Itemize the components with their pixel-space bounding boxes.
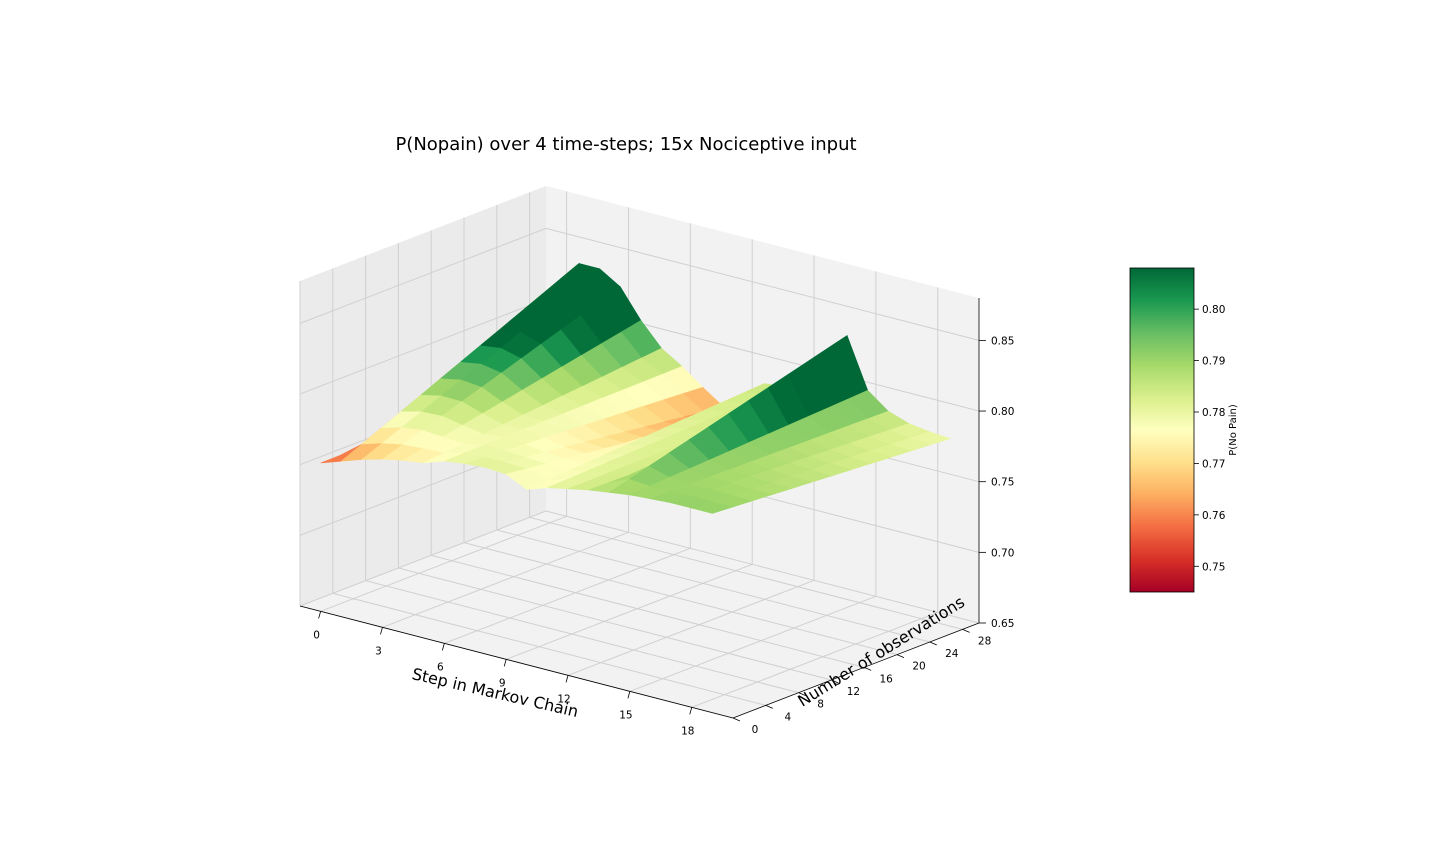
colorbar-tick-label: 0.78	[1202, 407, 1225, 419]
y-tick	[831, 679, 839, 684]
colorbar-label: P(No Pain)	[1228, 404, 1239, 456]
y-tick-label: 0	[752, 724, 759, 736]
y-tick-label: 28	[978, 635, 991, 647]
x-axis-label: Step in Markov Chain	[410, 664, 580, 721]
y-tick	[732, 717, 741, 722]
grid-z-left	[299, 510, 547, 607]
grid-x-floor	[691, 611, 938, 708]
chart-title: P(Nopain) over 4 time-steps; 15x Nocicep…	[395, 134, 856, 155]
colorbar-tick-label: 0.80	[1202, 304, 1225, 316]
grid-x-floor	[567, 579, 815, 676]
y-axis-spine	[732, 622, 980, 719]
grid-x-floor	[506, 563, 753, 660]
x-tick	[318, 611, 322, 619]
surface-patch	[690, 501, 734, 514]
x-axis-spine	[299, 605, 734, 719]
x-tick	[627, 691, 631, 699]
y-tick	[962, 628, 970, 633]
x-tick	[565, 675, 569, 683]
x-tick-label: 18	[681, 725, 694, 737]
grid-x-floor	[320, 515, 567, 612]
colorbar-ticks: 0.75 0.76 0.77 0.78 0.79 0.80	[1194, 304, 1226, 573]
y-tick-label: 4	[784, 711, 791, 723]
z-tick-label: 0.80	[991, 406, 1014, 418]
z-tick-label: 0.65	[991, 618, 1014, 630]
y-tick	[929, 641, 937, 646]
z-tick-label: 0.70	[991, 547, 1014, 559]
x-tick-label: 9	[499, 677, 506, 689]
colorbar	[1129, 267, 1195, 593]
x-tick-label: 15	[619, 709, 632, 721]
x-tick	[380, 627, 383, 635]
grid-y-floor	[529, 516, 963, 630]
y-tick	[896, 654, 905, 659]
x-tick-label: 3	[375, 645, 382, 657]
z-tick-label: 0.85	[991, 335, 1014, 347]
y-tick	[864, 666, 872, 671]
y-tick-label: 8	[817, 699, 824, 711]
x-tick-label: 0	[313, 629, 320, 641]
grid-z-back	[545, 510, 980, 624]
colorbar-tick-label: 0.76	[1202, 510, 1226, 522]
grid-y-floor	[365, 580, 799, 694]
colorbar-tick-label: 0.77	[1202, 458, 1225, 470]
y-tick-label: 12	[847, 686, 860, 698]
y-tick-label: 20	[912, 661, 925, 673]
grid-y-floor	[332, 592, 766, 706]
z-tick-label: 0.75	[991, 477, 1014, 489]
grid-z-left	[299, 298, 547, 395]
x-tick	[503, 659, 507, 667]
grid-y-floor	[463, 542, 898, 656]
x-tick	[441, 643, 445, 651]
y-tick-label: 24	[945, 648, 959, 660]
grid-x-floor	[629, 595, 877, 692]
y-tick	[765, 704, 773, 709]
x-tick	[689, 707, 693, 715]
y-tick-label: 16	[880, 673, 894, 685]
floor-pane	[300, 511, 979, 718]
grid-y-floor	[496, 529, 930, 643]
axes-ticks: 0 3 6 9 12 15 18 0 4 8 12 16 20 24 280.65 0.70 0.75 0.80 0…	[299, 298, 1014, 737]
grid-y-floor	[431, 554, 865, 668]
colorbar-tick-label: 0.75	[1202, 561, 1225, 573]
colorbar-tick-label: 0.79	[1202, 356, 1225, 368]
x-tick-label: 6	[437, 661, 444, 673]
y-tick	[798, 692, 806, 697]
grid-z-back	[545, 227, 980, 341]
surface-mesh	[320, 262, 952, 514]
grid-x-floor	[382, 531, 629, 628]
grid-z-left	[299, 227, 547, 324]
x-tick-label: 12	[557, 693, 570, 705]
grid-y-floor	[398, 567, 832, 681]
grid-x-floor	[444, 547, 691, 644]
